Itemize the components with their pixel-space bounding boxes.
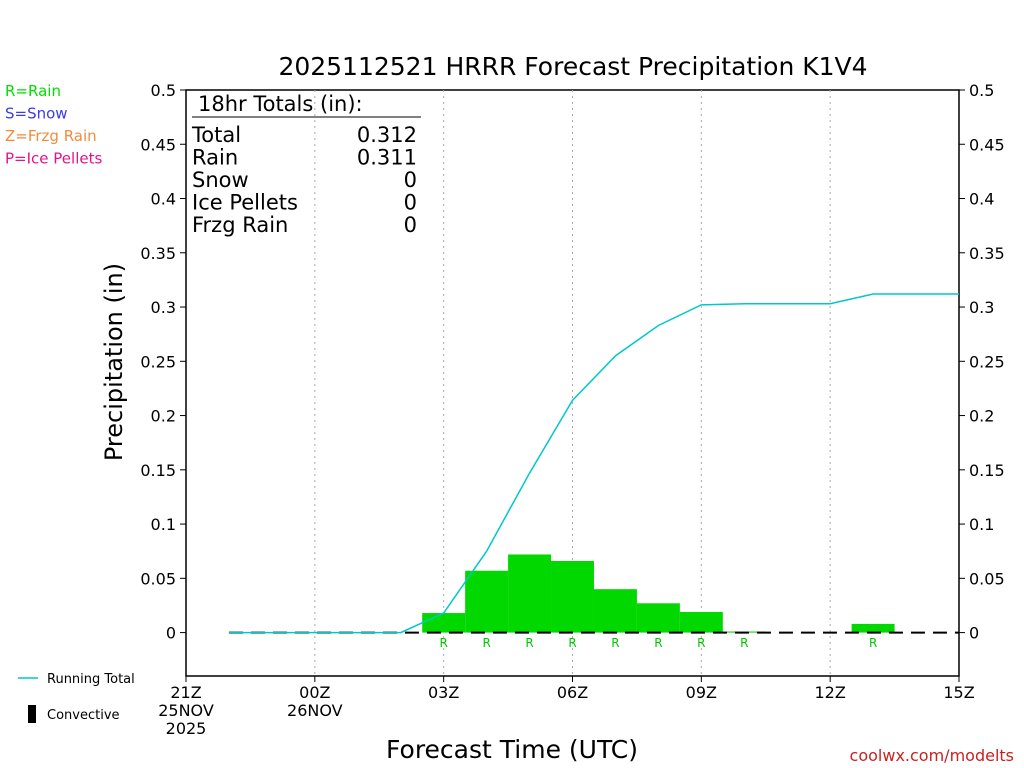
x-tick-label: 06Z: [557, 683, 588, 702]
y-tick-label-left: 0.5: [151, 81, 176, 100]
x-axis-label: Forecast Time (UTC): [386, 735, 638, 764]
y-tick-label-right: 0: [969, 624, 979, 643]
totals-row-value: 0: [404, 168, 417, 192]
x-tick-label: 09Z: [686, 683, 717, 702]
ptype-marker: R: [568, 636, 576, 650]
y-tick-label-left: 0.3: [151, 298, 176, 317]
totals-row-value: 0: [404, 191, 417, 215]
hourly-precip-bars: [422, 554, 895, 633]
precip-bar: [465, 570, 509, 633]
y-tick-label-left: 0.45: [140, 135, 176, 154]
running-total-line: [228, 293, 959, 634]
totals-rows: Total 0.312 Rain 0.311 Snow 0 Ice Pellets 0 Frzg…: [191, 123, 417, 237]
y-axis-ticks: 0 00.05 0.050.1 0.10.15 0.150.2 0.20.25 0.250.…: [140, 81, 1004, 643]
y-tick-label-right: 0.5: [969, 81, 994, 100]
ptype-marker: R: [482, 636, 490, 650]
y-tick-label-right: 0.3: [969, 298, 994, 317]
ptype-legend-item: R=Rain: [5, 82, 61, 100]
totals-row-value: 0: [404, 213, 417, 237]
precip-bar: [593, 589, 637, 633]
precip-bar: [422, 613, 466, 633]
y-tick-label-right: 0.1: [969, 515, 994, 534]
x-tick-label: 25NOV: [158, 701, 214, 720]
ptype-legend-item: Z=Frzg Rain: [5, 127, 97, 145]
y-tick-label-right: 0.35: [969, 244, 1005, 263]
y-tick-label-right: 0.05: [969, 569, 1005, 588]
x-tick-label: 15Z: [943, 683, 974, 702]
totals-row-label: Total: [191, 123, 241, 147]
running-total-series: [228, 293, 959, 634]
totals-box: 18hr Totals (in): Total 0.312 Rain 0.311 Sno…: [191, 92, 421, 237]
totals-row-label: Frzg Rain: [192, 213, 288, 237]
y-tick-label-left: 0.2: [151, 407, 176, 426]
ptype-marker: R: [740, 636, 748, 650]
gridlines: [314, 90, 831, 676]
series-legend: Running Total Convective: [18, 672, 135, 723]
ptype-legend: R=Rain S=Snow Z=Frzg Rain P=Ice Pellets: [5, 82, 102, 168]
x-tick-label: 12Z: [815, 683, 846, 702]
precip-bar: [551, 560, 594, 633]
y-tick-label-right: 0.4: [969, 190, 994, 209]
ptype-marker: R: [525, 636, 533, 650]
ptype-marker: R: [697, 636, 705, 650]
y-tick-label-right: 0.25: [969, 352, 1005, 371]
totals-row-value: 0.311: [357, 146, 417, 170]
totals-header: 18hr Totals (in):: [198, 92, 363, 116]
ptype-marker: R: [869, 636, 877, 650]
ptype-marker: R: [654, 636, 662, 650]
y-tick-label-left: 0.25: [140, 352, 176, 371]
y-tick-label-left: 0.15: [140, 461, 176, 480]
y-tick-label-right: 0.2: [969, 407, 994, 426]
ptype-marker: R: [439, 636, 447, 650]
chart-title: 2025112521 HRRR Forecast Precipitation K…: [278, 52, 867, 81]
y-tick-label-left: 0.1: [151, 515, 176, 534]
totals-row-label: Rain: [192, 146, 238, 170]
y-tick-label-right: 0.45: [969, 135, 1005, 154]
convective-legend-swatch: [28, 705, 36, 723]
x-tick-label: 21Z: [170, 683, 201, 702]
totals-row-value: 0.312: [357, 123, 417, 147]
precip-bar: [851, 623, 895, 633]
series-legend-label: Running Total: [47, 672, 135, 687]
x-tick-label: 03Z: [428, 683, 459, 702]
y-tick-label-left: 0.35: [140, 244, 176, 263]
x-tick-label: 00Z: [299, 683, 330, 702]
precip-bar: [636, 603, 680, 633]
x-tick-label: 2025: [166, 719, 207, 738]
y-tick-label-right: 0.15: [969, 461, 1005, 480]
ptype-legend-item: P=Ice Pellets: [5, 150, 102, 168]
ptype-legend-item: S=Snow: [5, 105, 68, 123]
x-tick-label: 26NOV: [287, 701, 343, 720]
precip-bar: [508, 554, 552, 633]
totals-row-label: Ice Pellets: [192, 191, 298, 215]
y-axis-label: Precipitation (in): [100, 263, 128, 461]
series-legend-label: Convective: [47, 708, 120, 723]
totals-row-label: Snow: [192, 168, 249, 192]
credit-text: coolwx.com/modelts: [850, 746, 1014, 765]
y-tick-label-left: 0: [166, 624, 176, 643]
y-tick-label-left: 0.05: [140, 569, 176, 588]
ptype-marker: R: [611, 636, 619, 650]
precip-bar: [679, 611, 723, 633]
y-tick-label-left: 0.4: [151, 190, 176, 209]
